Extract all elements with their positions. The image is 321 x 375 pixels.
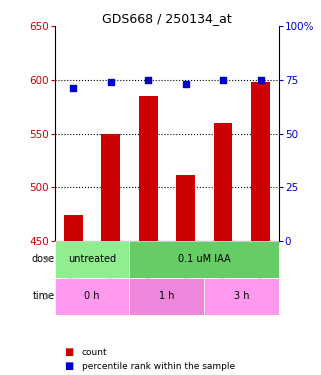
Bar <box>64 215 83 241</box>
Bar <box>204 278 279 315</box>
Point <box>108 79 113 85</box>
Point <box>146 77 151 83</box>
Bar <box>129 278 204 315</box>
Text: dose: dose <box>31 254 55 264</box>
Point <box>183 81 188 87</box>
Bar <box>55 278 129 315</box>
Bar <box>176 176 195 241</box>
Bar <box>214 123 232 241</box>
Bar <box>139 96 158 241</box>
Text: ■: ■ <box>64 362 74 371</box>
Point <box>258 77 263 83</box>
Point <box>71 86 76 92</box>
Text: 0.1 uM IAA: 0.1 uM IAA <box>178 254 231 264</box>
Text: untreated: untreated <box>68 254 116 264</box>
Text: count: count <box>82 348 108 357</box>
Text: percentile rank within the sample: percentile rank within the sample <box>82 362 235 371</box>
Bar <box>55 241 129 278</box>
Text: 1 h: 1 h <box>159 291 175 302</box>
Text: 0 h: 0 h <box>84 291 100 302</box>
Text: ■: ■ <box>64 348 74 357</box>
Text: time: time <box>32 291 55 302</box>
Bar <box>101 134 120 241</box>
Bar <box>251 82 270 241</box>
Title: GDS668 / 250134_at: GDS668 / 250134_at <box>102 12 232 25</box>
Point <box>221 77 226 83</box>
Bar <box>129 241 279 278</box>
Text: 3 h: 3 h <box>234 291 249 302</box>
